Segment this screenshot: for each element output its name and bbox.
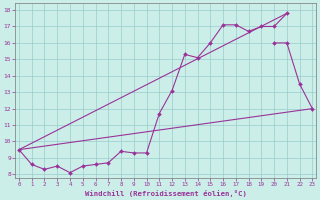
X-axis label: Windchill (Refroidissement éolien,°C): Windchill (Refroidissement éolien,°C) [85, 190, 247, 197]
